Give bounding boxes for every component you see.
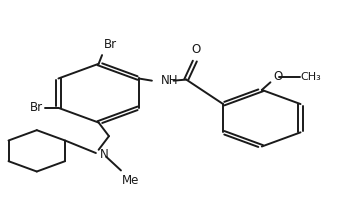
Text: NH: NH bbox=[160, 74, 178, 87]
Text: Br: Br bbox=[104, 38, 117, 51]
Text: Br: Br bbox=[30, 101, 43, 114]
Text: N: N bbox=[99, 148, 108, 161]
Text: CH₃: CH₃ bbox=[300, 72, 322, 82]
Text: O: O bbox=[274, 70, 283, 83]
Text: Me: Me bbox=[122, 174, 139, 187]
Text: O: O bbox=[191, 43, 200, 56]
